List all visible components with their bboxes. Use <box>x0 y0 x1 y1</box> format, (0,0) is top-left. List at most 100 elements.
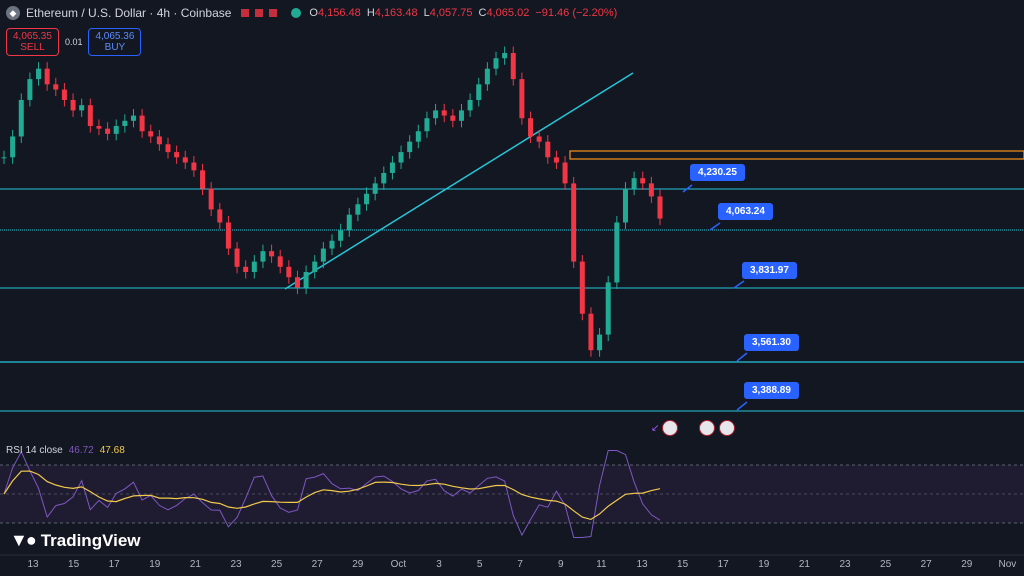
candle-body <box>174 152 180 158</box>
candle-body <box>260 251 266 262</box>
us-flag-icon[interactable] <box>719 420 735 436</box>
candle-body <box>588 313 594 351</box>
price-label[interactable]: 3,831.97 <box>742 262 797 279</box>
candle-body <box>458 110 464 121</box>
candle-body <box>27 79 33 100</box>
candle-body <box>346 214 352 231</box>
ethereum-icon[interactable]: ◆ <box>6 6 20 20</box>
candle-body <box>510 53 516 80</box>
candle-body <box>597 334 603 351</box>
candle-body <box>251 261 257 273</box>
candle-body <box>528 118 534 137</box>
price-label[interactable]: 4,230.25 <box>690 164 745 181</box>
candle-body <box>312 261 318 273</box>
candle-body <box>96 126 102 129</box>
candle-body <box>450 115 456 121</box>
time-axis-label: 25 <box>880 559 892 570</box>
candle-body <box>18 99 24 137</box>
candle-body <box>372 183 378 194</box>
candle-body <box>484 68 490 85</box>
candle-body <box>208 188 214 210</box>
time-axis-label: 15 <box>68 559 80 570</box>
label-connector <box>736 352 748 362</box>
time-axis-label: 13 <box>27 559 39 570</box>
time-axis[interactable]: 13 15 17 19 21 23 25 27 29 Oct 3 5 7 9 11 13 15 17 19 21 23 2… <box>0 556 1024 576</box>
candle-body <box>294 277 300 288</box>
buy-button[interactable]: 4,065.36 BUY <box>88 28 142 56</box>
us-flag-icon[interactable] <box>699 420 715 436</box>
rsi-ma-line <box>3 470 661 521</box>
tradingview-logo[interactable]: ▼● TradingView <box>10 530 141 550</box>
tradingview-icon: ▼● <box>10 530 37 550</box>
candle-body <box>61 89 67 100</box>
candle-body <box>605 282 611 335</box>
resistance-zone[interactable] <box>569 150 1024 160</box>
candle-body <box>648 183 654 197</box>
time-axis-label: 27 <box>311 559 323 570</box>
candle-body <box>130 115 136 121</box>
symbol-title[interactable]: Ethereum / U.S. Dollar · 4h · Coinbase <box>26 6 232 20</box>
candle-body <box>36 68 42 80</box>
price-label[interactable]: 3,388.89 <box>744 382 799 399</box>
candle-body <box>657 196 663 219</box>
time-axis-label: 19 <box>758 559 770 570</box>
chart-header: ◆ Ethereum / U.S. Dollar · 4h · Coinbase… <box>0 0 1024 26</box>
marker-icon <box>269 9 278 17</box>
candle-body <box>303 272 309 288</box>
candle-body <box>614 222 620 283</box>
candle-body <box>217 209 223 223</box>
label-connector <box>682 184 693 193</box>
market-status-icon[interactable] <box>291 8 302 18</box>
time-axis-label: 9 <box>558 559 564 570</box>
candle-body <box>156 136 162 145</box>
header-markers <box>241 9 278 17</box>
marker-icon <box>241 9 250 17</box>
trade-panel: 4,065.35 SELL 0.01 4,065.36 BUY <box>6 28 142 56</box>
price-label[interactable]: 4,063.24 <box>718 203 773 220</box>
candle-body <box>502 53 508 59</box>
candle-body <box>53 84 59 90</box>
marker-icon <box>255 9 264 17</box>
time-axis-label: 13 <box>636 559 648 570</box>
time-axis-label: 17 <box>108 559 120 570</box>
candle-body <box>545 141 551 158</box>
candle-body <box>640 178 646 184</box>
candle-body <box>286 266 292 278</box>
candle-body <box>338 230 344 241</box>
candle-body <box>320 248 326 262</box>
time-axis-label: 21 <box>189 559 201 570</box>
time-axis-label: 27 <box>920 559 932 570</box>
price-label[interactable]: 3,561.30 <box>744 334 799 351</box>
candle-body <box>70 99 76 111</box>
candle-body <box>553 157 559 163</box>
time-axis-label: 21 <box>798 559 810 570</box>
rsi-legend[interactable]: RSI 14 close 46.72 47.68 <box>6 445 125 456</box>
dividend-icon[interactable]: ↙ <box>651 423 660 434</box>
candle-body <box>113 126 119 134</box>
candle-body <box>200 170 206 189</box>
time-axis-label: 5 <box>476 559 483 570</box>
candle-body <box>467 99 473 111</box>
candle-body <box>234 248 240 267</box>
candle-body <box>493 58 499 69</box>
candle-body <box>225 222 231 249</box>
candle-body <box>441 110 447 116</box>
label-connector <box>736 401 748 411</box>
candle-body <box>243 266 249 273</box>
candle-body <box>355 204 361 215</box>
trendline[interactable] <box>284 72 634 290</box>
candle-body <box>424 118 430 132</box>
us-flag-icon[interactable] <box>662 420 678 436</box>
candle-body <box>519 79 525 119</box>
time-axis-label: 29 <box>961 559 973 570</box>
candle-body <box>139 115 145 132</box>
candle-body <box>10 136 16 158</box>
candle-body <box>277 256 283 267</box>
label-connector <box>733 280 745 289</box>
candle-body <box>1 157 7 159</box>
time-axis-label: Nov <box>998 559 1017 570</box>
sell-button[interactable]: 4,065.35 SELL <box>6 28 59 56</box>
candle-body <box>389 162 395 173</box>
time-axis-label: 23 <box>839 559 851 570</box>
